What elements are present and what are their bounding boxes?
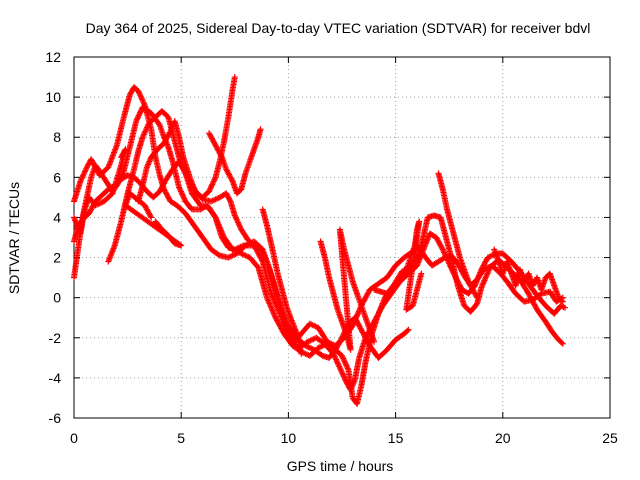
data-point bbox=[537, 291, 544, 298]
data-point bbox=[558, 339, 565, 346]
data-point bbox=[257, 126, 264, 133]
x-tick-label: 25 bbox=[602, 430, 618, 446]
series-trace-d bbox=[71, 84, 412, 361]
x-tick-label: 10 bbox=[281, 430, 297, 446]
y-tick-label: 10 bbox=[45, 89, 61, 105]
grid bbox=[74, 57, 610, 418]
axis-ticks: 0 5 10 15 20 25 -6 -4 -2 0 2 4 6 8 10 12 bbox=[45, 49, 618, 446]
series-trace-l bbox=[435, 170, 481, 301]
data-point bbox=[218, 152, 225, 159]
y-tick-label: 12 bbox=[45, 49, 61, 65]
series-trace-i bbox=[259, 206, 305, 357]
data-point bbox=[226, 197, 233, 204]
data-point bbox=[118, 152, 125, 159]
y-tick-label: -4 bbox=[49, 370, 62, 386]
data-point bbox=[561, 304, 568, 311]
y-tick-label: 2 bbox=[53, 250, 61, 266]
series-trace-j bbox=[317, 226, 378, 353]
y-tick-label: -2 bbox=[49, 330, 62, 346]
data-point bbox=[558, 297, 565, 304]
data-point bbox=[338, 336, 345, 343]
data-point bbox=[473, 301, 480, 308]
data-point bbox=[166, 129, 173, 136]
series-trace-e bbox=[135, 74, 238, 205]
series-trace-g bbox=[206, 126, 264, 197]
y-tick-label: 8 bbox=[53, 129, 61, 145]
series-trace-m bbox=[491, 246, 566, 305]
data-point bbox=[147, 213, 154, 220]
data-point bbox=[298, 350, 305, 357]
y-tick-label: 4 bbox=[53, 209, 61, 225]
data-point bbox=[118, 154, 125, 161]
data-point bbox=[211, 213, 218, 220]
data-point bbox=[439, 245, 446, 252]
data-point bbox=[148, 214, 155, 221]
data-markers bbox=[71, 74, 568, 407]
x-tick-label: 5 bbox=[177, 430, 185, 446]
series-trace-h bbox=[71, 146, 129, 237]
data-point bbox=[405, 326, 412, 333]
data-point bbox=[228, 177, 235, 184]
x-tick-label: 0 bbox=[70, 430, 78, 446]
data-point bbox=[559, 298, 566, 305]
x-tick-label: 20 bbox=[495, 430, 511, 446]
data-point bbox=[155, 120, 162, 127]
data-point bbox=[404, 327, 411, 334]
data-point bbox=[559, 340, 566, 347]
data-point bbox=[254, 263, 261, 270]
data-point bbox=[371, 338, 378, 345]
data-point bbox=[473, 293, 480, 300]
y-tick-label: -6 bbox=[49, 410, 62, 426]
data-point bbox=[215, 251, 222, 258]
y-tick-label: 6 bbox=[53, 169, 61, 185]
y-tick-label: 0 bbox=[53, 290, 61, 306]
y-axis-label: SDTVAR / TECUs bbox=[6, 182, 22, 294]
x-tick-label: 15 bbox=[388, 430, 404, 446]
data-point bbox=[418, 270, 425, 277]
data-point bbox=[474, 294, 481, 301]
series-trace-f bbox=[122, 190, 185, 249]
data-point bbox=[231, 74, 238, 81]
series-trace-k bbox=[371, 218, 425, 313]
chart-title: Day 364 of 2025, Sidereal Day-to-day VTE… bbox=[86, 20, 591, 36]
x-axis-label: GPS time / hours bbox=[287, 458, 394, 474]
